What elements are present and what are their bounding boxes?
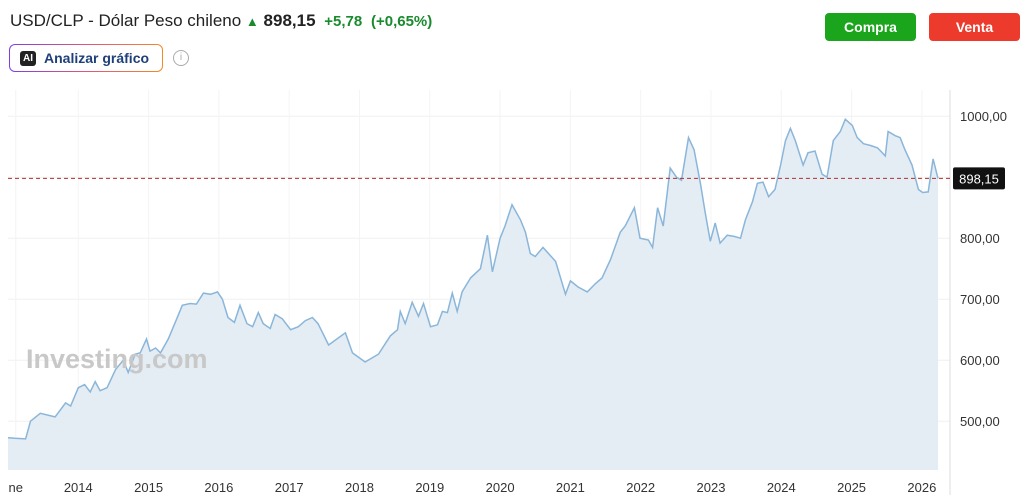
y-tick-label: 700,00 [960,292,1000,307]
x-tick-label: ne [8,480,22,495]
x-tick-label: 2022 [626,480,655,495]
x-tick-label: 2017 [275,480,304,495]
change-pct: (+0,65%) [370,13,433,30]
analyze-label: Analizar gráfico [44,50,150,66]
x-tick-label: 2019 [415,480,444,495]
ai-badge: AI [20,50,36,66]
analyze-button[interactable]: AI Analizar gráfico [9,44,163,72]
up-arrow: ▲ [245,14,259,29]
x-tick-label: 2016 [204,480,233,495]
header: USD/CLP - Dólar Peso chileno ▲ 898,15 +5… [10,11,432,31]
reference-label-box [953,167,1005,190]
y-tick-label: 1000,00 [960,109,1007,124]
info-icon[interactable]: i [173,50,189,66]
x-tick-label: 2018 [345,480,374,495]
instrument-title: USD/CLP - Dólar Peso chileno [10,11,242,30]
x-tick-label: 2021 [556,480,585,495]
x-tick-label: 2026 [907,480,936,495]
y-tick-label: 500,00 [960,414,1000,429]
y-tick-label: 900,00 [960,170,1000,185]
x-tick-label: 2020 [486,480,515,495]
change: +5,78 [324,13,363,30]
reference-label: 898,15 [959,171,999,186]
x-tick-label: 2015 [134,480,163,495]
watermark: Investing.com [26,344,208,374]
price-line [7,118,939,440]
sell-button[interactable]: Venta [929,13,1020,41]
price: 898,15 [263,11,316,30]
x-tick-label: 2024 [767,480,796,495]
y-tick-label: 600,00 [960,353,1000,368]
x-tick-label: 2014 [64,480,93,495]
x-tick-label: 2025 [837,480,866,495]
buy-button[interactable]: Compra [825,13,916,41]
area-fill [8,119,939,471]
y-tick-label: 800,00 [960,231,1000,246]
x-tick-label: 2023 [697,480,726,495]
